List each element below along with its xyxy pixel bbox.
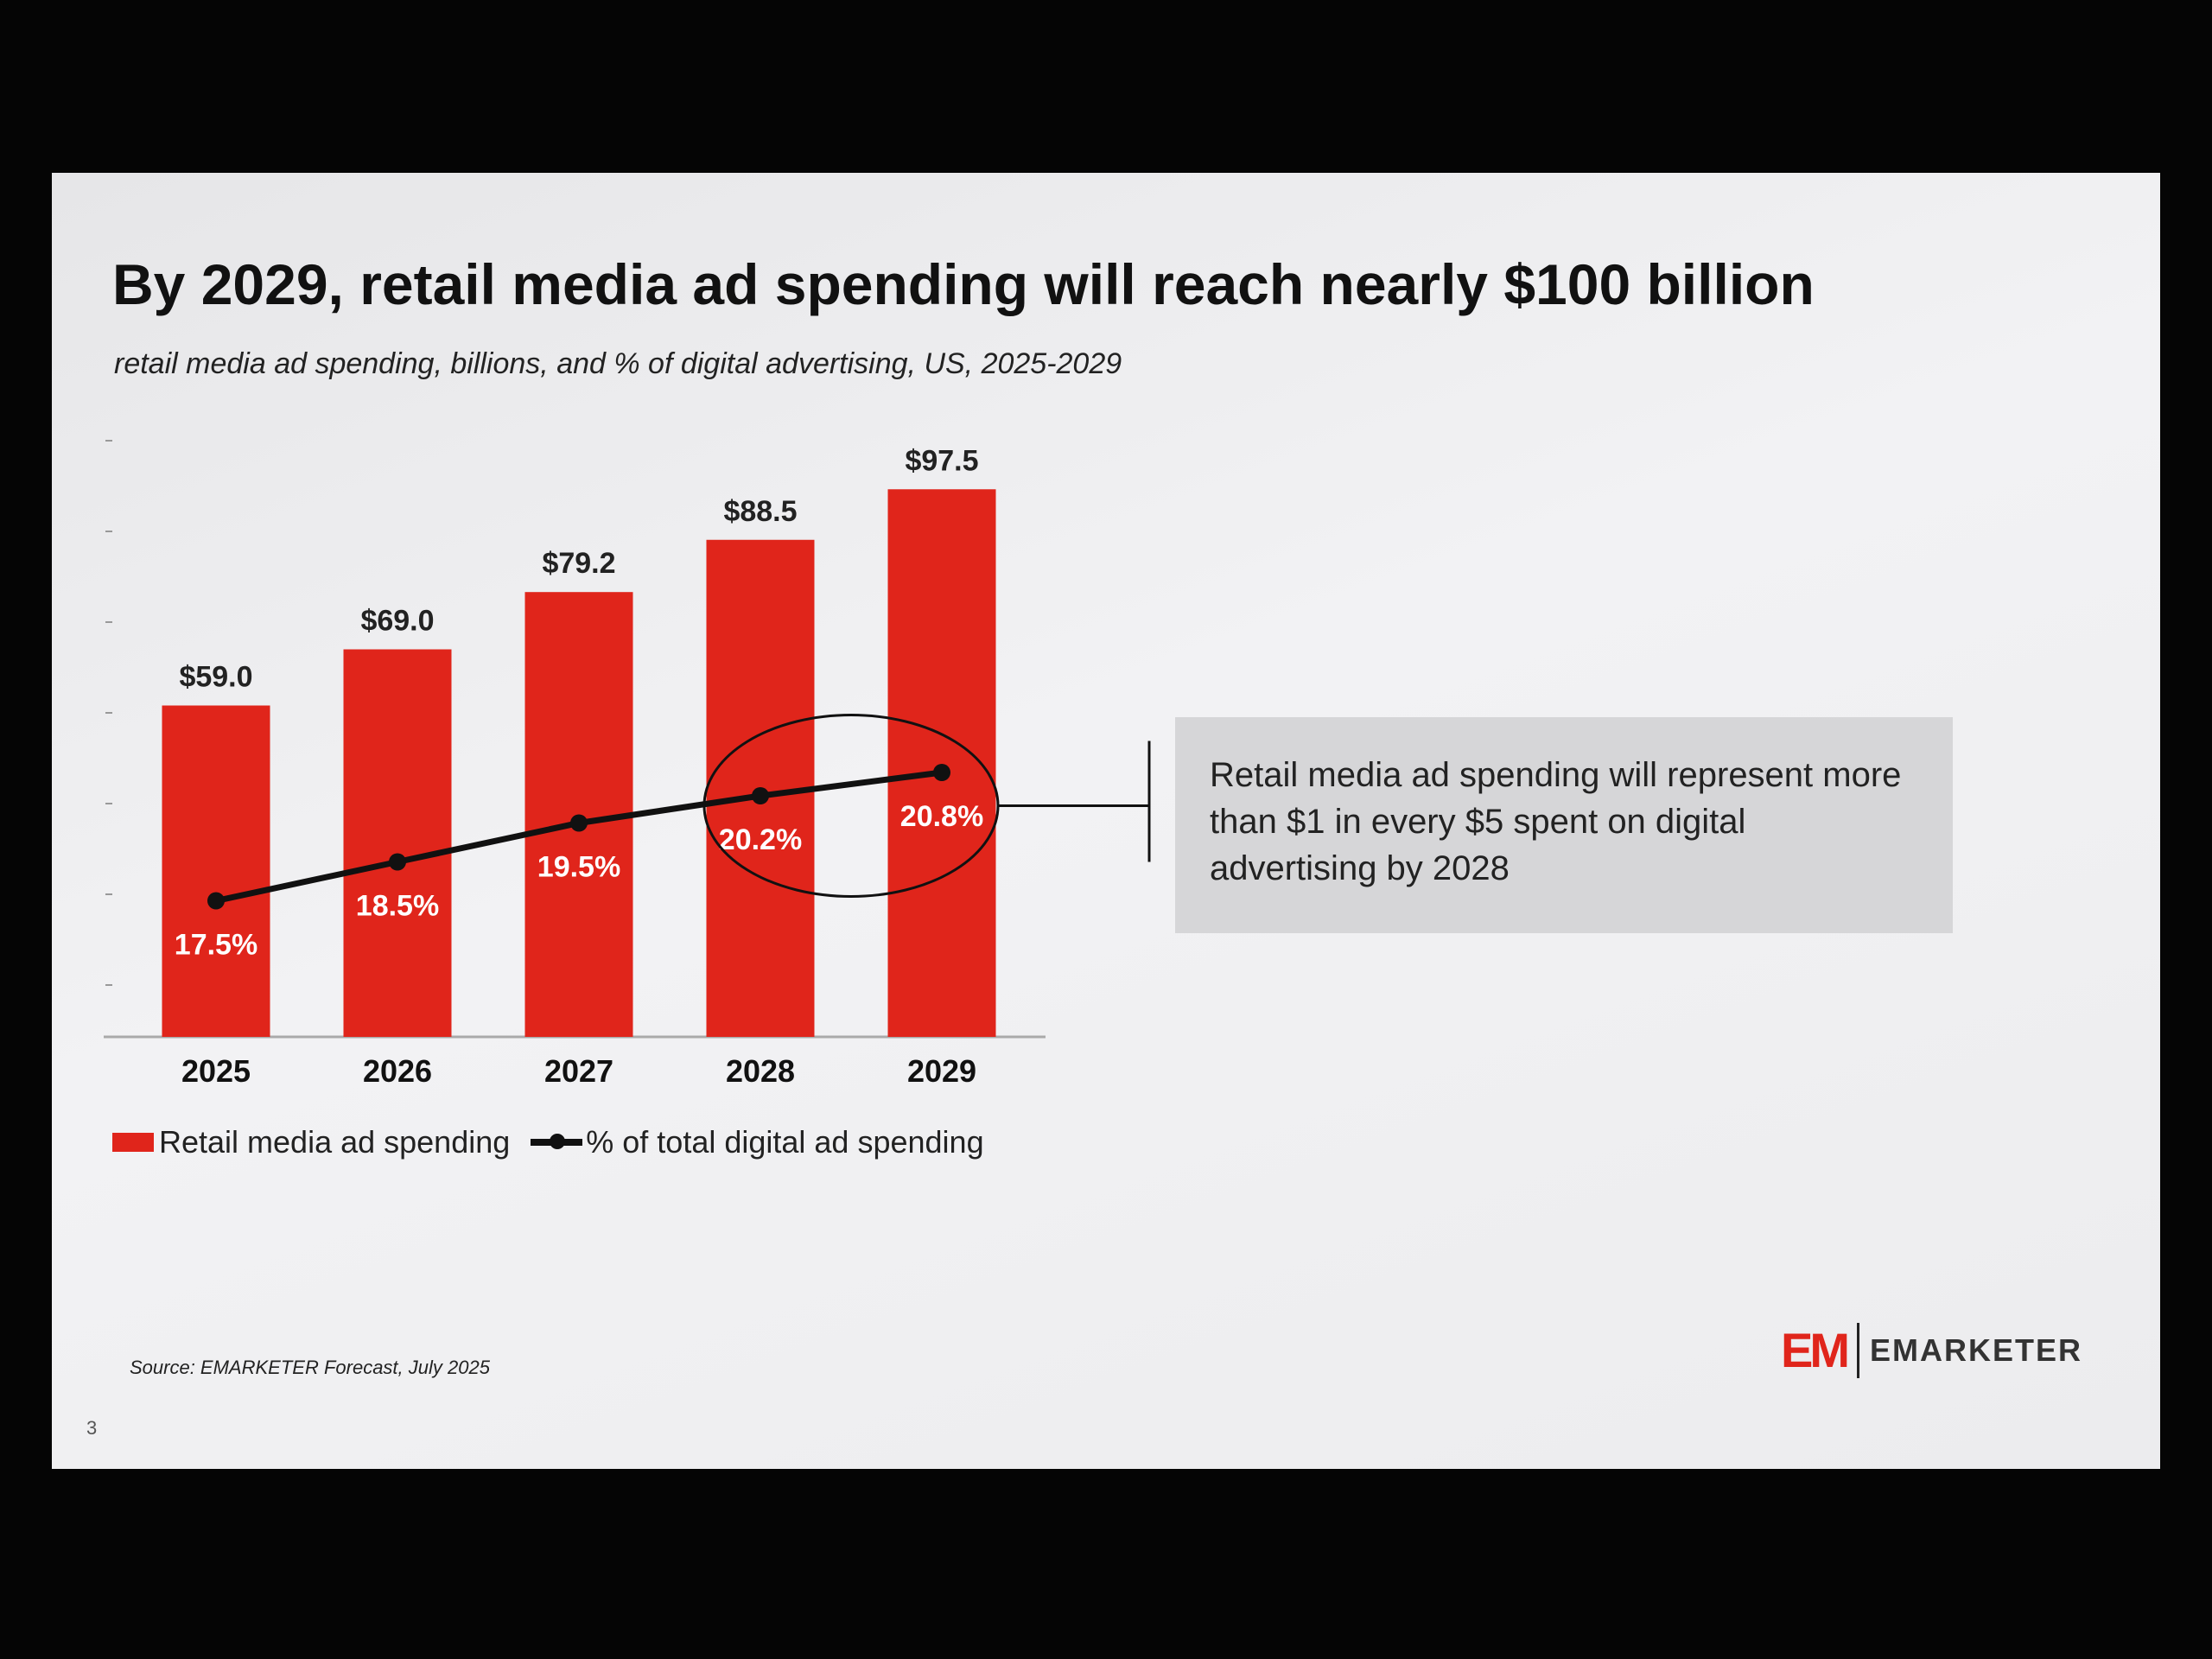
pct-point-2026	[389, 853, 406, 871]
line-value-label: 20.2%	[719, 823, 802, 856]
callout-box: Retail media ad spending will represent …	[1175, 717, 1953, 933]
line-value-label: 18.5%	[356, 890, 439, 923]
line-value-label: 17.5%	[175, 929, 257, 962]
pct-point-2028	[752, 787, 769, 804]
bar-value-label: $59.0	[179, 661, 252, 694]
pct-point-2025	[207, 892, 225, 910]
emarketer-logo: EM EMARKETER	[1781, 1322, 2082, 1378]
slide-title: By 2029, retail media ad spending will r…	[112, 252, 1815, 316]
chart: $59.0 2025 17.5% $69.0 2026 18.5% $79.2 2027 19.…	[104, 440, 1151, 1089]
bar-2026	[343, 649, 452, 1037]
presentation-slide: By 2029, retail media ad spending will r…	[52, 173, 2160, 1469]
bar-2029	[887, 489, 996, 1037]
x-tick-label: 2025	[181, 1053, 251, 1089]
x-tick-label: 2028	[726, 1053, 795, 1089]
legend-label-bar: Retail media ad spending	[159, 1124, 511, 1160]
x-tick-label: 2026	[363, 1053, 432, 1089]
slide-subtitle: retail media ad spending, billions, and …	[114, 347, 1122, 380]
x-tick-label: 2027	[544, 1053, 613, 1089]
page-number: 3	[86, 1417, 98, 1439]
legend-label-line: % of total digital ad spending	[586, 1124, 984, 1160]
logo-divider	[1856, 1322, 1859, 1378]
source-note: Source: EMARKETER Forecast, July 2025	[130, 1357, 490, 1378]
legend: Retail media ad spending % of total digi…	[112, 1123, 984, 1161]
pct-point-2029	[933, 764, 950, 781]
line-value-label: 20.8%	[900, 800, 983, 833]
line-value-label: 19.5%	[537, 851, 620, 884]
legend-swatch-bar	[112, 1133, 154, 1152]
legend-swatch-line	[531, 1134, 583, 1149]
logo-text: EMARKETER	[1869, 1332, 2082, 1368]
bar-value-label: $88.5	[723, 495, 797, 528]
bar-2025	[162, 705, 270, 1037]
pct-point-2027	[570, 814, 588, 832]
bar-value-label: $79.2	[542, 547, 615, 580]
bar-value-label: $97.5	[905, 444, 978, 477]
bar-value-label: $69.0	[360, 605, 434, 638]
x-tick-label: 2029	[907, 1053, 976, 1089]
logo-mark: EM	[1780, 1323, 1850, 1377]
